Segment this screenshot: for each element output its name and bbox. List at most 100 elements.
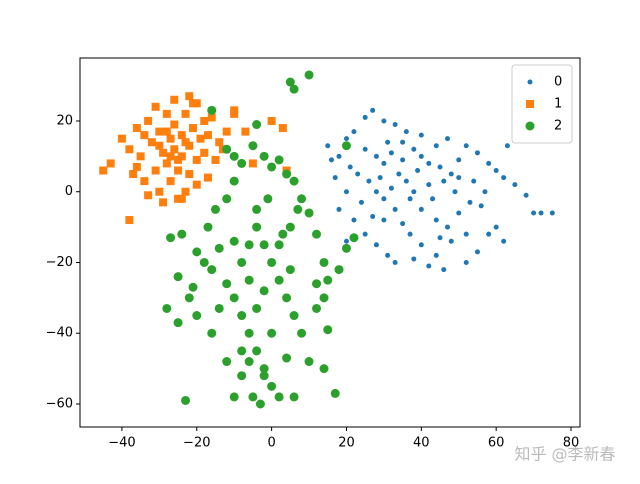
point	[214, 243, 224, 253]
point	[351, 217, 357, 223]
point	[274, 392, 284, 402]
point	[184, 293, 194, 303]
point	[289, 311, 299, 321]
point	[463, 143, 469, 149]
point	[207, 105, 217, 115]
point	[241, 127, 250, 136]
point	[140, 131, 149, 140]
point	[222, 357, 232, 367]
point	[166, 177, 175, 186]
point	[381, 160, 387, 166]
point	[255, 399, 265, 409]
point	[181, 138, 190, 147]
point	[185, 92, 194, 101]
point	[274, 275, 284, 285]
point	[366, 178, 372, 184]
x-tick-label: −20	[183, 436, 210, 451]
point	[330, 388, 340, 398]
point	[132, 124, 141, 133]
point	[373, 189, 379, 195]
point	[282, 353, 292, 363]
point	[549, 210, 555, 216]
legend-marker	[525, 121, 535, 131]
point	[285, 222, 295, 232]
point	[512, 182, 518, 188]
point	[155, 127, 164, 136]
point	[319, 257, 329, 267]
point	[117, 134, 126, 143]
point	[166, 152, 175, 161]
point	[471, 178, 477, 184]
point	[282, 293, 292, 303]
point	[192, 311, 202, 321]
point	[474, 249, 480, 255]
point	[456, 175, 462, 181]
point	[362, 146, 368, 152]
point	[304, 70, 314, 80]
point	[192, 180, 201, 189]
point	[411, 189, 417, 195]
point	[136, 152, 145, 161]
point	[289, 176, 299, 186]
point	[151, 166, 160, 175]
point	[237, 257, 247, 267]
point	[289, 84, 299, 94]
point	[396, 171, 402, 177]
point	[181, 187, 190, 196]
point	[285, 265, 295, 275]
point	[162, 109, 171, 118]
point	[185, 170, 194, 179]
point	[343, 136, 349, 142]
point	[312, 229, 322, 239]
point	[373, 242, 379, 248]
point	[274, 155, 284, 165]
point	[285, 77, 295, 87]
point	[418, 153, 424, 159]
point	[252, 222, 262, 232]
point	[230, 109, 239, 118]
point	[319, 364, 329, 374]
point	[400, 221, 406, 227]
point	[355, 171, 361, 177]
point	[418, 242, 424, 248]
point	[244, 357, 254, 367]
point	[381, 118, 387, 124]
point	[456, 210, 462, 216]
point	[177, 131, 186, 140]
point	[99, 166, 108, 175]
point	[362, 114, 368, 120]
point	[196, 134, 205, 143]
point	[392, 259, 398, 265]
point	[203, 222, 213, 232]
point	[214, 303, 224, 313]
point	[336, 153, 342, 159]
point	[373, 153, 379, 159]
point	[244, 275, 254, 285]
point	[229, 151, 239, 161]
point	[210, 204, 220, 214]
point	[381, 217, 387, 223]
y-tick-label: −60	[46, 397, 73, 412]
point	[252, 120, 262, 130]
point	[323, 275, 333, 285]
x-tick-label: 60	[488, 436, 505, 451]
point	[155, 141, 164, 150]
point	[132, 162, 141, 171]
point	[467, 199, 473, 205]
point	[278, 124, 287, 133]
x-tick-label: 0	[267, 436, 275, 451]
point	[267, 328, 277, 338]
legend-label: 0	[554, 75, 562, 90]
point	[155, 187, 164, 196]
point	[174, 155, 183, 164]
point	[445, 224, 451, 230]
point	[430, 196, 436, 202]
point	[244, 328, 254, 338]
point	[325, 143, 331, 149]
point	[312, 303, 322, 313]
point	[349, 233, 359, 243]
point	[159, 148, 168, 157]
x-tick-label: 40	[413, 436, 430, 451]
point	[252, 346, 262, 356]
point	[445, 136, 451, 142]
